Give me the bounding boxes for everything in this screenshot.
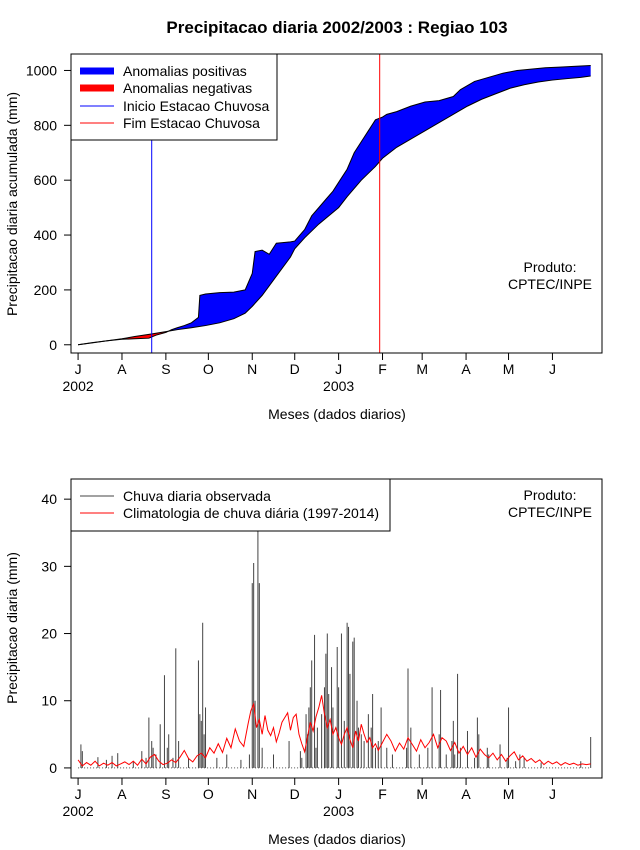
x-tick-label-1-3: O: [203, 361, 214, 377]
year-label-2-0: 2002: [63, 803, 94, 819]
positive-anomaly-area-2: [168, 65, 591, 332]
climatology-daily-line: [77, 695, 591, 767]
year-label-1-0: 2002: [63, 378, 94, 394]
chart-1-plot-content: [78, 54, 591, 353]
x-tick-label-2-11: J: [549, 786, 556, 802]
chart-2-y-axis: 0 10 20 30 40: [41, 491, 72, 776]
chart-1-annotation-line-2: CPTEC/INPE: [508, 276, 592, 292]
y-tick-label-1-5: 1000: [26, 62, 57, 78]
chart-1-annotation-line-1: Produto:: [524, 259, 577, 275]
x-tick-label-1-8: M: [416, 361, 428, 377]
chart-1-xlabel: Meses (dados diarios): [268, 406, 406, 422]
chart-1-ylabel: Precipitacao diaria acumulada (mm): [4, 92, 20, 316]
chart-1-y-axis: 0 200 400 600 800 1000: [26, 62, 72, 353]
x-tick-label-1-10: M: [503, 361, 515, 377]
y-tick-label-1-2: 400: [34, 227, 58, 243]
chart-1-annotation: Produto: CPTEC/INPE: [508, 259, 592, 292]
chart-1-title: Precipitacao diaria 2002/2003 : Regiao 1…: [166, 18, 507, 37]
observed-accum-line: [78, 65, 591, 346]
chart-2-legend-box: [70, 478, 391, 532]
chart-2-xlabel: Meses (dados diarios): [268, 831, 406, 847]
legend-label-climatologia: Climatologia de chuva diária (1997-2014): [123, 505, 379, 521]
x-tick-label-2-6: J: [335, 786, 342, 802]
y-tick-label-2-0: 0: [49, 760, 57, 776]
x-tick-label-1-6: J: [335, 361, 342, 377]
x-tick-label-2-10: M: [503, 786, 515, 802]
legend-label-anomalias-negativas: Anomalias negativas: [123, 80, 252, 96]
year-label-1-1: 2003: [323, 378, 354, 394]
x-tick-label-1-4: N: [247, 361, 257, 377]
x-tick-label-1-2: S: [161, 361, 170, 377]
y-tick-label-1-3: 600: [34, 172, 58, 188]
climatology-accum-line: [78, 75, 591, 346]
chart-1: Precipitacao diaria 2002/2003 : Regiao 1…: [4, 18, 603, 422]
legend-label-inicio-estacao: Inicio Estacao Chuvosa: [123, 98, 270, 114]
x-tick-label-2-0: J: [75, 786, 82, 802]
legend-label-chuva-observada: Chuva diaria observada: [123, 488, 271, 504]
legend-label-fim-estacao: Fim Estacao Chuvosa: [123, 115, 260, 131]
x-tick-label-1-1: A: [117, 361, 127, 377]
chart-2-annotation: Produto: CPTEC/INPE: [508, 487, 592, 520]
y-tick-label-2-4: 40: [41, 491, 57, 507]
y-tick-label-2-3: 30: [41, 558, 57, 574]
x-tick-label-1-9: A: [461, 361, 471, 377]
y-tick-label-2-2: 20: [41, 626, 57, 642]
x-tick-label-2-4: N: [247, 786, 257, 802]
year-label-2-1: 2003: [323, 803, 354, 819]
x-tick-label-2-5: D: [290, 786, 300, 802]
x-tick-label-2-8: M: [416, 786, 428, 802]
x-tick-label-1-0: J: [75, 361, 82, 377]
x-tick-label-1-11: J: [549, 361, 556, 377]
chart-2-annotation-line-1: Produto:: [524, 487, 577, 503]
x-tick-label-2-9: A: [461, 786, 471, 802]
legend-label-anomalias-positivas: Anomalias positivas: [123, 63, 247, 79]
x-tick-label-2-2: S: [161, 786, 170, 802]
chart-2-ylabel: Precipitacao diaria (mm): [4, 552, 20, 704]
chart-2-legend: Chuva diaria observada Climatologia de c…: [70, 478, 391, 532]
y-tick-label-1-4: 800: [34, 117, 58, 133]
x-tick-label-2-3: O: [203, 786, 214, 802]
y-tick-label-2-1: 10: [41, 693, 57, 709]
x-tick-label-1-7: F: [378, 361, 387, 377]
chart-1-legend: Anomalias positivas Anomalias negativas …: [70, 53, 278, 141]
x-tick-label-1-5: D: [290, 361, 300, 377]
y-tick-label-1-1: 200: [34, 282, 58, 298]
x-tick-label-2-1: A: [117, 786, 127, 802]
chart-2-annotation-line-2: CPTEC/INPE: [508, 504, 592, 520]
y-tick-label-1-0: 0: [49, 337, 57, 353]
chart-2-plot-content: [77, 499, 592, 769]
x-tick-label-2-7: F: [378, 786, 387, 802]
